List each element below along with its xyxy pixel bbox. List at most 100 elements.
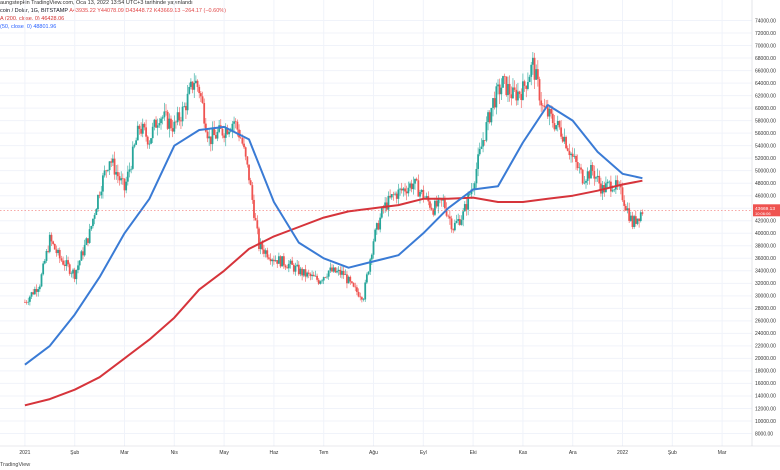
candle-body bbox=[375, 223, 378, 230]
candle-body bbox=[25, 302, 28, 303]
candle-body bbox=[199, 93, 202, 97]
candle-body bbox=[141, 123, 144, 134]
candle-body bbox=[239, 137, 242, 139]
candle-body bbox=[422, 189, 425, 199]
candle-body bbox=[453, 222, 456, 231]
y-tick-label: 38000.00 bbox=[755, 244, 776, 250]
candle-body bbox=[165, 111, 167, 113]
x-tick-label: Eyl bbox=[420, 450, 427, 456]
candle-body bbox=[161, 117, 164, 119]
candle-body bbox=[297, 264, 300, 275]
candle-body bbox=[543, 105, 546, 108]
time-axis[interactable]: 2021 Şub Mar Nis May Haz Tem Ağu Eyl Eki Kas Ara 202… bbox=[0, 445, 780, 456]
candle-body bbox=[223, 135, 226, 138]
symbol-name: coin / Dolar, 1G, BITSTAMP bbox=[0, 8, 68, 14]
candle-body bbox=[299, 268, 302, 275]
ma50-line bbox=[24, 104, 643, 366]
candle-body bbox=[258, 228, 260, 249]
candle-body bbox=[87, 238, 89, 243]
candle-body bbox=[28, 296, 31, 302]
candle-body bbox=[214, 135, 217, 139]
candle-body bbox=[565, 136, 567, 149]
candle-body bbox=[304, 269, 307, 277]
chart-grid bbox=[0, 0, 752, 446]
price-axis[interactable]: 8000.00 10000.00 12000.00 14000.00 16000.00 1… bbox=[751, 0, 776, 446]
candle-body bbox=[246, 156, 249, 165]
last-price-countdown: 10:06:06 bbox=[755, 211, 771, 216]
candle-body bbox=[30, 292, 33, 297]
candle-body bbox=[502, 76, 504, 88]
candle-body bbox=[80, 251, 83, 261]
candle-body bbox=[541, 105, 544, 106]
candle-body bbox=[97, 194, 99, 210]
ma200-line bbox=[24, 179, 643, 407]
candle-body bbox=[596, 175, 599, 178]
candle-body bbox=[372, 241, 375, 255]
candle-body bbox=[641, 212, 644, 214]
candle-body bbox=[185, 106, 187, 111]
y-tick-label: 56000.00 bbox=[755, 131, 776, 137]
y-tick-label: 26000.00 bbox=[755, 319, 776, 325]
candle-body bbox=[24, 302, 26, 303]
candle-body bbox=[387, 195, 390, 210]
candle-body bbox=[442, 199, 445, 201]
candle-body bbox=[218, 125, 221, 132]
candle-body bbox=[173, 121, 176, 132]
candle-body bbox=[67, 260, 69, 265]
candle-body bbox=[48, 234, 51, 252]
candle-body bbox=[448, 216, 451, 219]
candle-body bbox=[37, 289, 40, 292]
candle-body bbox=[334, 267, 337, 273]
candle-body bbox=[208, 136, 211, 139]
x-tick-label: Kas bbox=[519, 450, 528, 456]
candle-body bbox=[356, 287, 358, 292]
candle-body bbox=[33, 288, 36, 295]
candle-body bbox=[107, 170, 109, 171]
candle-body bbox=[282, 256, 285, 266]
y-tick-label: 18000.00 bbox=[755, 369, 776, 375]
candle-body bbox=[78, 260, 81, 266]
candle-body bbox=[193, 83, 196, 90]
candle-body bbox=[221, 128, 224, 136]
candle-body bbox=[146, 136, 149, 145]
candle-body bbox=[60, 258, 63, 261]
candle-body bbox=[244, 147, 247, 157]
candle-body bbox=[35, 288, 38, 292]
candle-body bbox=[370, 254, 373, 260]
candle-body bbox=[513, 87, 516, 90]
candle-body bbox=[588, 171, 591, 179]
candle-body bbox=[434, 200, 436, 215]
candle-body bbox=[536, 69, 539, 80]
candle-body bbox=[143, 123, 146, 128]
y-tick-label: 66000.00 bbox=[755, 68, 776, 74]
candle-body bbox=[68, 264, 71, 274]
candle-body bbox=[254, 217, 257, 221]
candle-body bbox=[382, 207, 385, 209]
candle-body bbox=[473, 183, 476, 189]
candle-body bbox=[623, 200, 626, 206]
candle-body bbox=[560, 127, 562, 137]
x-tick-label: Eki bbox=[470, 450, 477, 456]
x-tick-label: Şub bbox=[668, 450, 677, 456]
candle-body bbox=[492, 98, 494, 108]
candle-body bbox=[72, 269, 74, 274]
ma50-legend: (50, close, 0) 48801.96 bbox=[0, 24, 56, 31]
candle-body bbox=[405, 191, 408, 194]
candle-body bbox=[52, 241, 55, 244]
candle-body bbox=[468, 194, 471, 195]
candle-body bbox=[148, 143, 151, 145]
candle-body bbox=[294, 265, 297, 272]
candle-body bbox=[253, 199, 255, 218]
candle-body bbox=[243, 143, 245, 148]
candle-body bbox=[608, 181, 611, 183]
y-tick-label: 24000.00 bbox=[755, 331, 776, 337]
candle-body bbox=[409, 183, 411, 188]
candle-body bbox=[65, 260, 68, 267]
candle-body bbox=[344, 274, 347, 276]
y-tick-label: 42000.00 bbox=[755, 219, 776, 225]
candle-body bbox=[480, 146, 483, 149]
candle-body bbox=[115, 172, 118, 175]
x-tick-label: 2021 bbox=[19, 450, 30, 456]
x-tick-label: Şub bbox=[70, 450, 79, 456]
